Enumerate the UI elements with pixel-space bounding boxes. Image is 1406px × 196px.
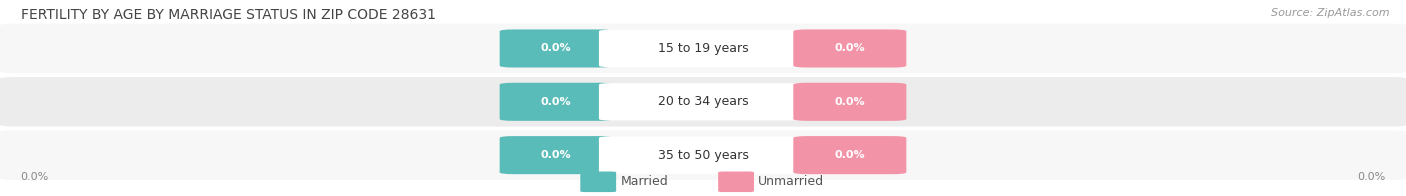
Text: 0.0%: 0.0% <box>1357 172 1385 182</box>
FancyBboxPatch shape <box>599 30 807 67</box>
FancyBboxPatch shape <box>0 77 1406 127</box>
FancyBboxPatch shape <box>581 172 616 192</box>
FancyBboxPatch shape <box>499 83 613 121</box>
FancyBboxPatch shape <box>793 83 907 121</box>
Text: Unmarried: Unmarried <box>758 175 824 188</box>
Text: 20 to 34 years: 20 to 34 years <box>658 95 748 108</box>
Text: 0.0%: 0.0% <box>835 150 865 160</box>
FancyBboxPatch shape <box>793 136 907 174</box>
Text: FERTILITY BY AGE BY MARRIAGE STATUS IN ZIP CODE 28631: FERTILITY BY AGE BY MARRIAGE STATUS IN Z… <box>21 8 436 23</box>
Text: 0.0%: 0.0% <box>541 97 571 107</box>
Text: 0.0%: 0.0% <box>541 44 571 54</box>
FancyBboxPatch shape <box>0 130 1406 180</box>
FancyBboxPatch shape <box>499 29 613 68</box>
Text: 35 to 50 years: 35 to 50 years <box>658 149 748 162</box>
Text: 15 to 19 years: 15 to 19 years <box>658 42 748 55</box>
FancyBboxPatch shape <box>599 83 807 121</box>
Text: 0.0%: 0.0% <box>835 44 865 54</box>
Text: 0.0%: 0.0% <box>835 97 865 107</box>
FancyBboxPatch shape <box>0 24 1406 73</box>
Text: Source: ZipAtlas.com: Source: ZipAtlas.com <box>1271 8 1389 18</box>
FancyBboxPatch shape <box>599 136 807 174</box>
Text: 0.0%: 0.0% <box>21 172 49 182</box>
FancyBboxPatch shape <box>793 29 907 68</box>
FancyBboxPatch shape <box>499 136 613 174</box>
Text: 0.0%: 0.0% <box>541 150 571 160</box>
Text: Married: Married <box>620 175 668 188</box>
FancyBboxPatch shape <box>718 172 754 192</box>
